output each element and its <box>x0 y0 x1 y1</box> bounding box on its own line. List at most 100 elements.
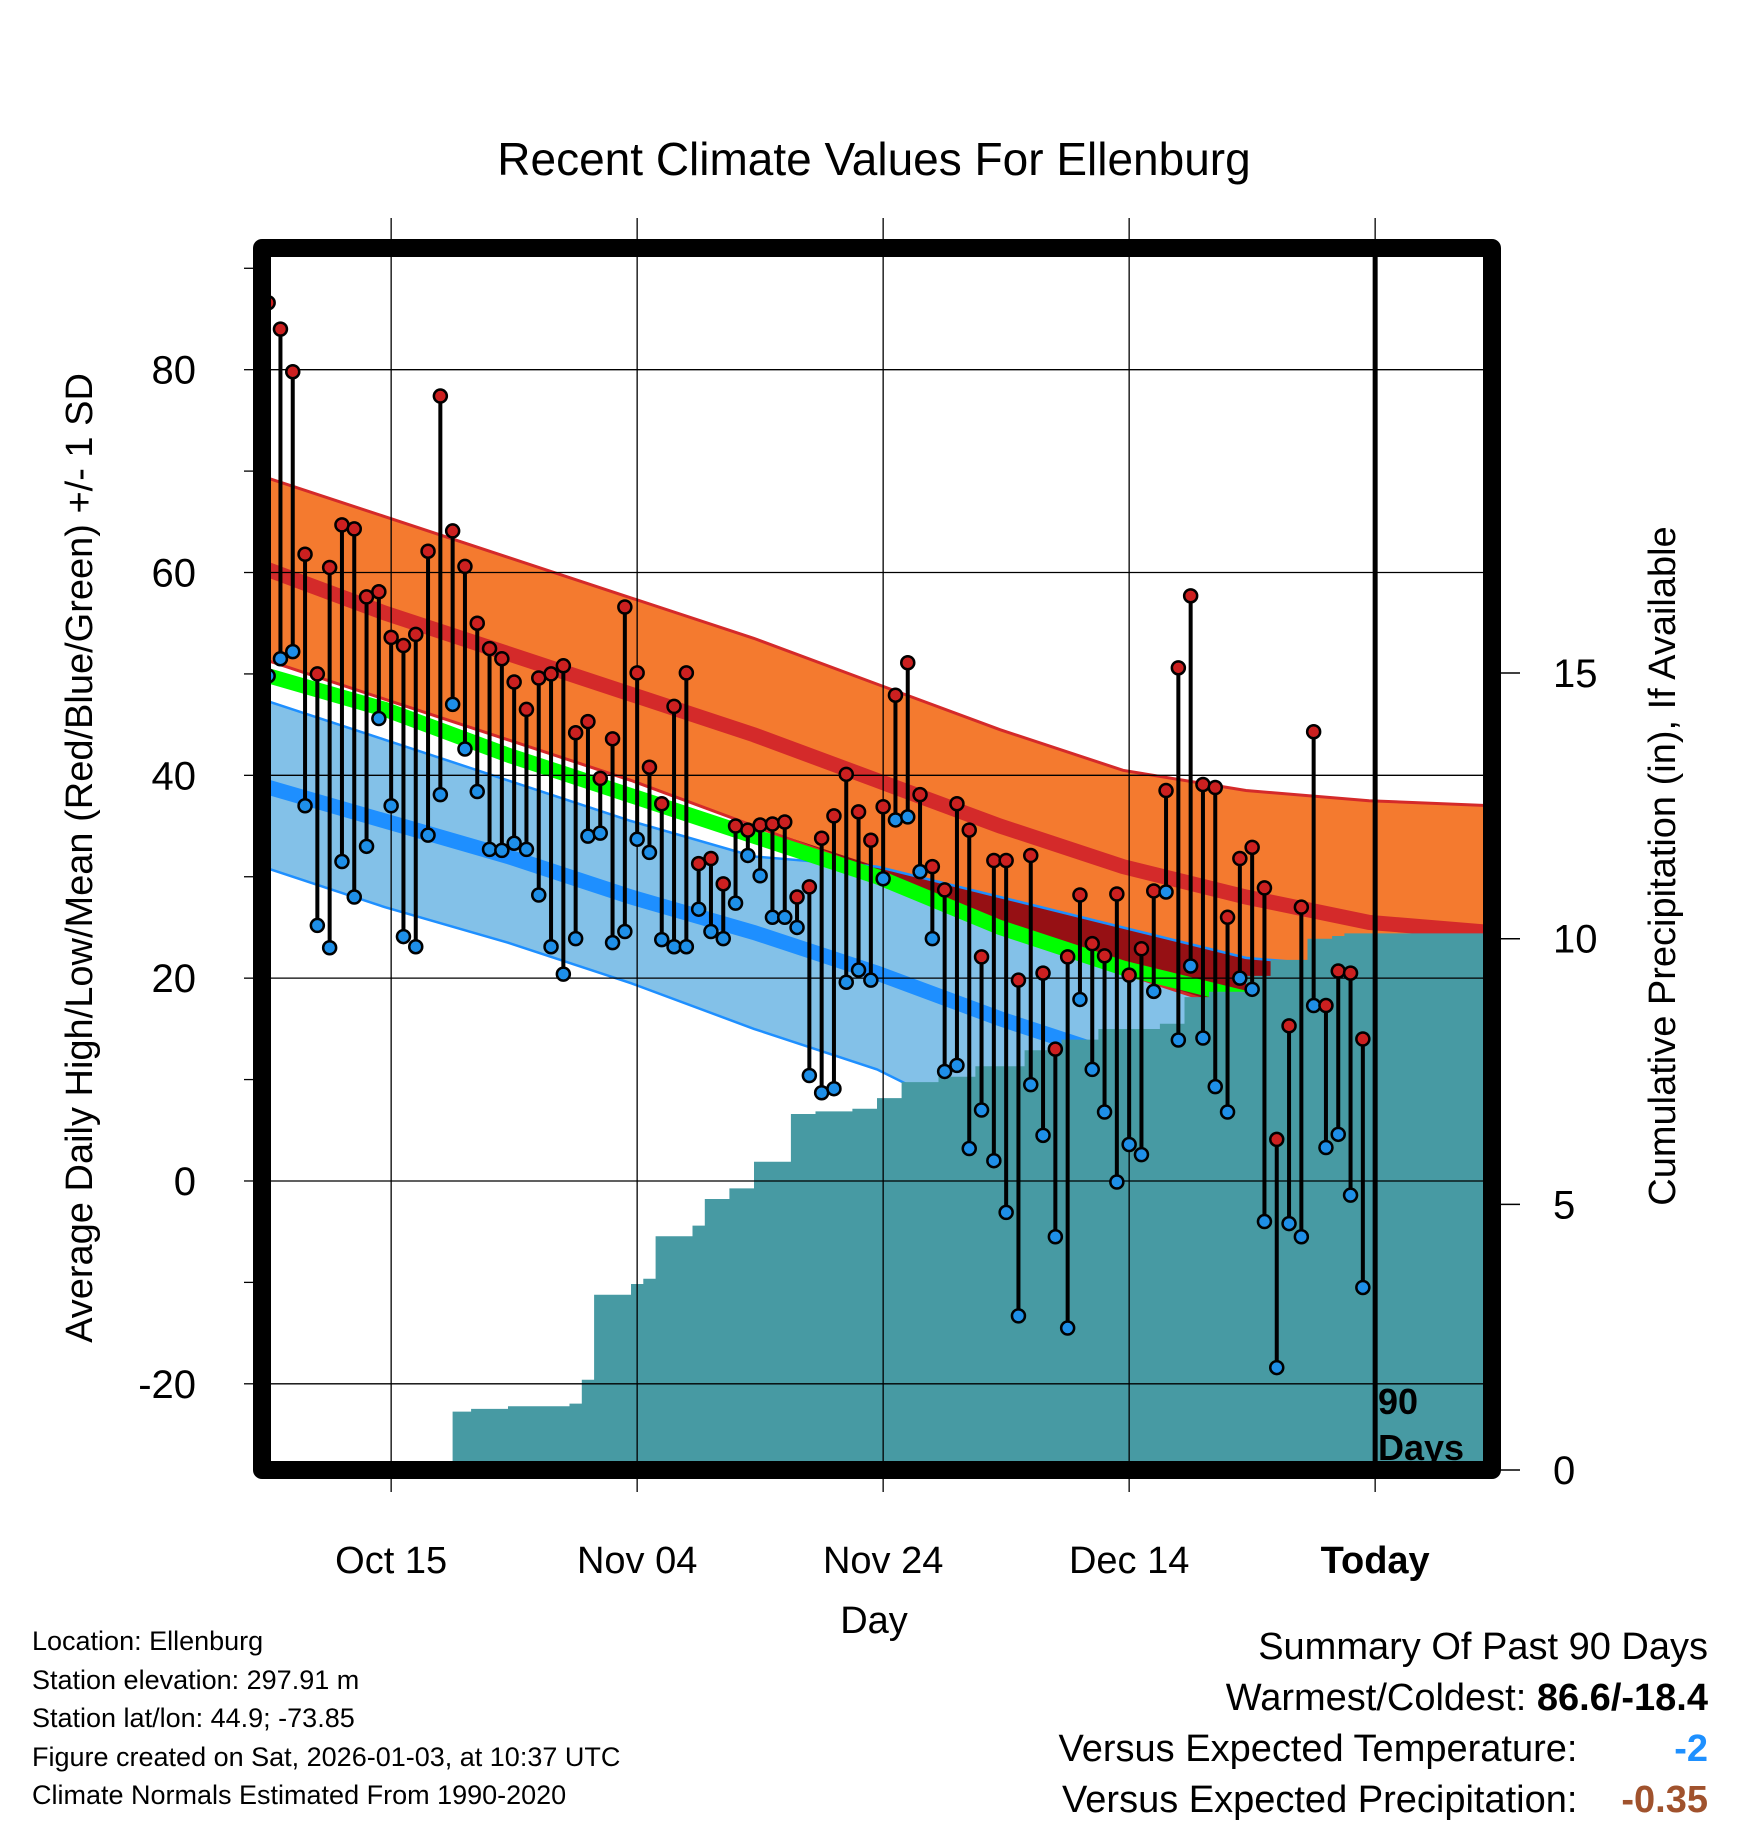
daily-low-marker <box>1219 1104 1236 1120</box>
daily-low-marker <box>1084 1061 1100 1078</box>
daily-low-marker <box>543 938 559 955</box>
daily-low-marker <box>654 931 670 948</box>
daily-high-marker <box>813 830 830 846</box>
daily-high-marker <box>1096 948 1113 964</box>
daily-low-marker <box>801 1067 818 1084</box>
daily-high-marker <box>1047 1041 1064 1057</box>
daily-low-marker <box>973 1102 990 1118</box>
plot-border <box>253 239 1501 1479</box>
daily-low-marker <box>408 938 424 955</box>
daily-low-marker <box>838 974 854 990</box>
daily-high-marker <box>297 546 313 563</box>
daily-low-marker <box>1182 958 1199 974</box>
daily-high-marker <box>494 650 510 667</box>
y2-tick-label: 0 <box>1553 1449 1575 1493</box>
location-text: Location: Ellenburg <box>32 1626 264 1656</box>
daily-low-marker <box>617 923 633 940</box>
daily-high-marker <box>1146 883 1162 899</box>
daily-low-marker <box>1121 1136 1137 1153</box>
daily-low-marker <box>703 923 719 940</box>
daily-high-marker <box>1121 967 1137 983</box>
daily-low-marker <box>383 798 399 814</box>
expected-precipitation-row: Versus Expected Precipitation: -0.35 <box>1059 1775 1708 1826</box>
daily-high-marker <box>1072 887 1088 903</box>
daily-high-marker <box>850 804 867 820</box>
daily-low-marker <box>297 798 313 814</box>
daily-high-marker <box>346 521 362 537</box>
daily-low-marker <box>309 917 326 934</box>
daily-markers <box>260 295 1371 1376</box>
daily-low-marker <box>1318 1139 1334 1156</box>
daily-low-marker <box>1355 1279 1371 1296</box>
daily-low-marker <box>518 841 535 858</box>
daily-high-marker <box>358 589 375 605</box>
daily-high-marker <box>715 876 731 892</box>
daily-low-marker <box>531 887 547 903</box>
daily-low-marker <box>444 696 461 713</box>
summary-heading: Summary Of Past 90 Days <box>1258 1626 1708 1668</box>
daily-high-marker <box>1305 723 1322 740</box>
daily-high-marker <box>1059 949 1076 965</box>
daily-high-marker <box>924 858 941 875</box>
y2-tick-label: 5 <box>1553 1183 1575 1227</box>
daily-high-marker <box>764 816 781 832</box>
daily-high-marker <box>1023 847 1039 864</box>
today-days-label-2: Days <box>1378 1427 1464 1468</box>
daily-high-marker <box>408 626 424 643</box>
daily-high-marker <box>555 658 572 674</box>
daily-low-marker <box>1023 1076 1039 1093</box>
daily-low-marker <box>912 863 928 880</box>
expected-temperature-label: Versus Expected Temperature: <box>1058 1728 1578 1770</box>
daily-low-marker <box>727 895 744 911</box>
y-tick-label: -20 <box>138 1363 196 1407</box>
daily-high-marker <box>1330 963 1346 979</box>
daily-high-marker <box>629 665 645 681</box>
x-tick-label: Oct 15 <box>335 1540 447 1582</box>
daily-low-marker <box>1158 884 1174 900</box>
daily-high-marker <box>444 523 461 539</box>
daily-low-marker <box>1281 1215 1297 1232</box>
daily-high-marker <box>1170 660 1187 676</box>
daily-high-marker <box>543 666 559 682</box>
daily-low-marker <box>924 930 941 947</box>
daily-low-marker <box>592 825 608 841</box>
daily-low-marker <box>986 1152 1002 1169</box>
daily-high-marker <box>309 666 326 682</box>
daily-high-marker <box>1244 839 1260 856</box>
daily-high-marker <box>1232 850 1248 867</box>
daily-high-marker <box>1133 940 1150 957</box>
x-tick-label: Nov 24 <box>823 1540 943 1582</box>
high-sd-band <box>262 476 1492 1060</box>
daily-low-marker <box>457 741 473 757</box>
daily-high-marker <box>641 759 658 775</box>
daily-high-marker <box>383 629 399 646</box>
daily-high-marker <box>900 655 916 671</box>
daily-high-marker <box>986 852 1002 869</box>
daily-high-marker <box>949 795 965 812</box>
plot-frame <box>253 239 1501 1479</box>
daily-high-marker <box>703 850 719 867</box>
warmest-coldest-value: 86.6/-18.4 <box>1536 1677 1708 1719</box>
daily-high-marker <box>998 852 1014 869</box>
daily-low-marker <box>1269 1359 1285 1376</box>
daily-low-marker <box>1207 1078 1223 1095</box>
daily-high-marker <box>604 731 621 747</box>
daily-low-marker <box>936 1063 953 1080</box>
y2-tick-label: 10 <box>1553 918 1598 962</box>
daily-low-marker <box>777 909 793 926</box>
daily-high-marker <box>1269 1131 1285 1148</box>
daily-high-marker <box>1293 899 1310 915</box>
daily-low-marker <box>715 930 731 947</box>
summary-panel: Summary Of Past 90 Days Warmest/Coldest:… <box>1059 1622 1708 1826</box>
daily-low-marker <box>1133 1146 1150 1163</box>
daily-low-marker <box>1195 1030 1211 1046</box>
daily-high-marker <box>1158 782 1174 799</box>
daily-high-marker <box>838 766 854 783</box>
daily-low-marker <box>494 842 510 859</box>
warmest-coldest-row: Warmest/Coldest: 86.6/-18.4 <box>1059 1673 1708 1724</box>
created-text: Figure created on Sat, 2026-01-03, at 10… <box>32 1741 621 1772</box>
daily-high-marker <box>518 701 535 718</box>
daily-high-marker <box>469 615 485 631</box>
daily-low-marker <box>1170 1032 1187 1048</box>
station-info: Location: Ellenburg Station elevation: 2… <box>32 1622 620 1815</box>
